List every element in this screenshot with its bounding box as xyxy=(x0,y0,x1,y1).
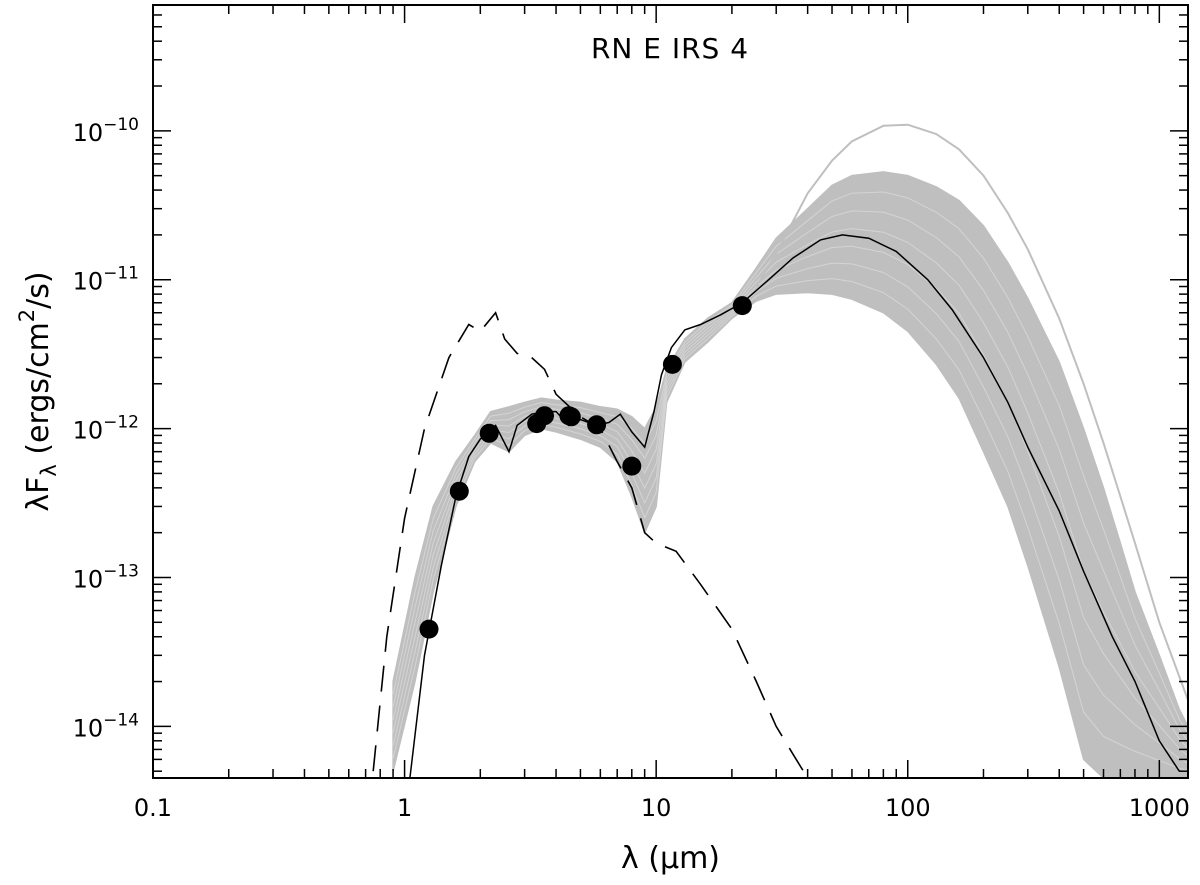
y-tick-label: 10−12 xyxy=(73,413,139,445)
ticks-layer: 0.1 1 10 100 1000 10−14 10−13 10−12 10−11 10−10 xyxy=(73,5,1190,822)
model-track xyxy=(392,228,1188,749)
data-point xyxy=(662,354,682,374)
x-tick-label: 1000 xyxy=(1129,794,1190,822)
data-point xyxy=(622,456,642,476)
data-point xyxy=(479,423,499,443)
data-point xyxy=(561,407,581,427)
photosphere-dashed-line xyxy=(372,311,809,778)
data-point xyxy=(732,296,752,316)
data-point xyxy=(587,415,607,435)
model-track xyxy=(392,191,1188,734)
data-point xyxy=(535,406,554,426)
x-axis-title: λ (μm) xyxy=(621,841,720,876)
model-outer-curve xyxy=(755,123,1188,701)
y-tick-label: 10−10 xyxy=(73,115,139,147)
model-track xyxy=(392,210,1188,742)
y-tick-label: 10−14 xyxy=(73,710,139,742)
y-tick-label: 10−11 xyxy=(73,264,139,296)
model-envelope-band xyxy=(392,171,1188,778)
chart-title: RN E IRS 4 xyxy=(591,32,749,65)
x-tick-label: 1 xyxy=(397,794,412,822)
y-axis-title: λFλ (ergs/cm2/s) xyxy=(15,271,61,511)
x-tick-label: 10 xyxy=(641,794,672,822)
data-points xyxy=(419,296,752,639)
y-tick-label: 10−13 xyxy=(73,561,139,593)
plot-frame xyxy=(152,4,1189,779)
model-envelope-layer xyxy=(392,123,1188,778)
best-fit-line xyxy=(409,234,1180,778)
x-tick-label: 0.1 xyxy=(134,794,172,822)
data-point xyxy=(449,481,469,501)
x-tick-label: 100 xyxy=(885,794,931,822)
data-point xyxy=(419,619,439,639)
series-layer xyxy=(372,234,1180,778)
